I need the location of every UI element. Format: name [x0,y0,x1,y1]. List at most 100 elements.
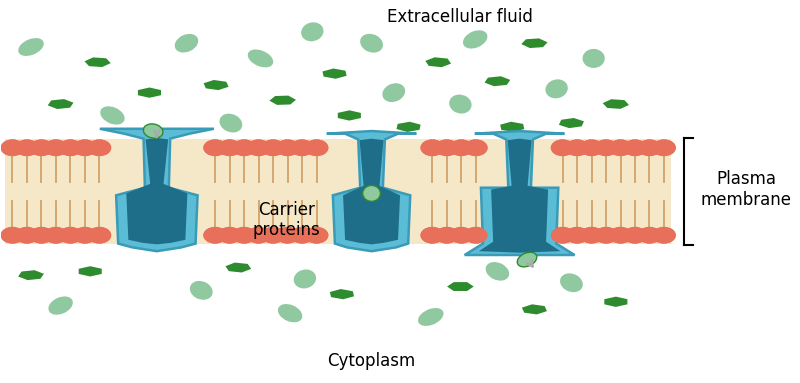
Ellipse shape [638,139,662,156]
Polygon shape [48,99,74,109]
Ellipse shape [73,139,97,156]
Ellipse shape [15,227,39,244]
Ellipse shape [360,34,383,52]
Ellipse shape [305,227,328,244]
Ellipse shape [305,139,328,156]
Ellipse shape [218,139,242,156]
Ellipse shape [15,227,39,244]
Ellipse shape [435,227,458,244]
Ellipse shape [1,139,24,156]
Ellipse shape [246,227,270,244]
Polygon shape [522,304,547,314]
Polygon shape [226,263,251,272]
Polygon shape [397,122,421,132]
Ellipse shape [362,185,381,201]
Ellipse shape [301,22,323,41]
Ellipse shape [290,227,314,244]
Polygon shape [447,282,474,291]
Polygon shape [322,69,346,79]
Ellipse shape [418,308,443,326]
Ellipse shape [44,139,68,156]
Polygon shape [485,76,510,86]
Polygon shape [126,138,187,244]
Ellipse shape [550,139,574,156]
Ellipse shape [566,139,589,156]
Ellipse shape [450,139,473,156]
Polygon shape [78,266,102,277]
Ellipse shape [44,227,68,244]
Polygon shape [338,110,361,121]
Ellipse shape [421,227,444,244]
Ellipse shape [560,273,583,292]
Polygon shape [465,131,574,255]
Ellipse shape [218,227,242,244]
Ellipse shape [232,227,256,244]
Ellipse shape [73,227,97,244]
Ellipse shape [232,139,256,156]
Polygon shape [330,289,354,299]
Ellipse shape [73,227,97,244]
Ellipse shape [382,83,405,102]
Ellipse shape [44,139,68,156]
Ellipse shape [486,262,509,281]
Ellipse shape [566,227,589,244]
Polygon shape [326,131,416,251]
Ellipse shape [290,227,314,244]
Ellipse shape [248,49,274,67]
Polygon shape [18,270,44,280]
Ellipse shape [450,139,473,156]
Polygon shape [500,122,524,132]
Ellipse shape [174,34,198,52]
Ellipse shape [73,139,97,156]
Ellipse shape [435,227,458,244]
Ellipse shape [100,106,125,124]
Ellipse shape [652,139,676,156]
Polygon shape [426,57,451,67]
Polygon shape [479,139,560,253]
Ellipse shape [18,38,44,56]
Ellipse shape [30,139,54,156]
Ellipse shape [580,139,603,156]
Ellipse shape [450,95,471,113]
Ellipse shape [15,139,39,156]
Ellipse shape [550,139,574,156]
Ellipse shape [290,139,314,156]
Ellipse shape [203,227,227,244]
Ellipse shape [623,139,647,156]
Ellipse shape [203,139,227,156]
Ellipse shape [276,227,299,244]
Ellipse shape [594,227,618,244]
Polygon shape [602,99,629,109]
Text: Plasma
membrane: Plasma membrane [701,170,792,209]
Ellipse shape [49,296,73,315]
Ellipse shape [203,139,227,156]
Ellipse shape [464,139,488,156]
Ellipse shape [623,139,647,156]
Ellipse shape [580,139,603,156]
Ellipse shape [1,139,24,156]
Ellipse shape [87,139,111,156]
Ellipse shape [218,227,242,244]
Ellipse shape [232,227,256,244]
Ellipse shape [594,139,618,156]
Ellipse shape [464,139,488,156]
Ellipse shape [550,227,574,244]
Ellipse shape [276,227,299,244]
Ellipse shape [421,139,444,156]
Polygon shape [522,38,547,48]
Ellipse shape [652,139,676,156]
Ellipse shape [218,139,242,156]
Ellipse shape [87,227,111,244]
Ellipse shape [623,227,647,244]
Ellipse shape [219,114,242,133]
Ellipse shape [594,227,618,244]
Polygon shape [559,118,584,128]
Polygon shape [85,57,110,67]
Ellipse shape [421,139,444,156]
Polygon shape [604,296,627,307]
Ellipse shape [58,139,82,156]
Ellipse shape [15,139,39,156]
Ellipse shape [450,227,473,244]
Ellipse shape [1,227,24,244]
Ellipse shape [232,139,256,156]
